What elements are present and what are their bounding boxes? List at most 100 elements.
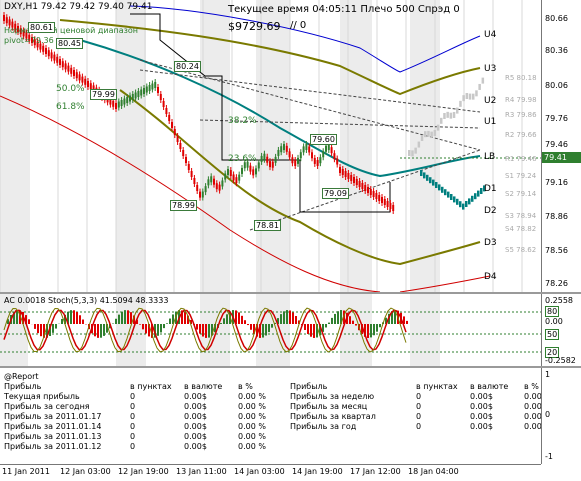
candle-body <box>135 93 137 99</box>
projection-candle <box>471 196 474 202</box>
projection-candle <box>411 150 414 156</box>
price-label: 79.99 <box>90 89 117 100</box>
candle-body <box>213 179 215 185</box>
projection-candle <box>443 113 446 119</box>
fib-level: 23.6% <box>228 154 257 164</box>
candle-body <box>314 158 316 164</box>
projection-candle <box>440 118 443 124</box>
candle-body <box>378 195 380 201</box>
report-title: @Report <box>4 372 39 381</box>
candle-body <box>216 183 218 189</box>
projection-candle <box>478 84 481 90</box>
candle-body <box>384 199 386 205</box>
report-tick-label: 1 <box>545 370 550 379</box>
pivot-level-label: D3 <box>484 238 497 248</box>
pivot-level-label: U1 <box>484 117 496 127</box>
candle-body <box>286 146 288 152</box>
session-band <box>200 0 230 292</box>
candle-body <box>331 147 333 153</box>
candle-body <box>123 99 125 105</box>
candle-body <box>356 179 358 185</box>
projection-candle <box>427 131 430 137</box>
ac-bar <box>40 324 42 336</box>
time-tick-label: 12 Jan 03:00 <box>60 467 111 476</box>
candle-body <box>129 96 131 102</box>
candle-body <box>392 205 394 211</box>
candle-body <box>146 87 148 93</box>
report-scale[interactable]: 1 0 -1 <box>541 368 581 464</box>
projection-candle <box>421 135 424 141</box>
session-band <box>410 294 440 366</box>
ac-bar <box>379 324 381 327</box>
projection-candle <box>424 131 427 137</box>
candle-body <box>3 15 5 21</box>
report-cell-cur: 0.00$ <box>184 432 207 442</box>
candle-body <box>339 167 341 173</box>
report-cell-cur: 0.00$ <box>184 442 207 452</box>
candle-body <box>185 157 187 163</box>
fib-level: 50.0% <box>56 84 85 94</box>
ac-bar <box>73 310 75 324</box>
candle-body <box>45 48 47 54</box>
candle-body <box>193 178 195 184</box>
pivot-label: pivot=79.36 <box>4 36 54 45</box>
price-tick-label: 79.76 <box>545 114 568 123</box>
ac-bar <box>139 324 141 325</box>
report-cell-pct: 0.00 % <box>524 402 541 412</box>
candle-body <box>233 174 235 180</box>
time-axis[interactable]: 11 Jan 2011 12 Jan 03:00 12 Jan 19:00 13… <box>0 464 541 481</box>
candle-body <box>140 90 142 96</box>
ac-bar <box>250 324 252 330</box>
candle-body <box>353 177 355 183</box>
price-label: 78.81 <box>254 220 281 231</box>
candle-body <box>219 185 221 191</box>
ac-bar <box>373 324 375 335</box>
candle-body <box>112 101 114 107</box>
ac-bar <box>145 324 147 333</box>
report-cell-label: Прибыль за месяц <box>290 402 367 412</box>
ac-bar <box>52 324 54 333</box>
candle-body <box>294 160 296 166</box>
price-chart-pane[interactable]: DXY,H1 79.42 79.42 79.40 79.41 Текущее в… <box>0 0 541 292</box>
report-cell-label: Прибыль за квартал <box>290 412 376 422</box>
candle-body <box>227 169 229 175</box>
session-band <box>256 294 290 366</box>
indicator-scale[interactable]: 0.2558 80 0.00 50 20 -0.2582 <box>541 294 581 366</box>
projection-candle <box>444 189 447 195</box>
price-tick-label: 78.56 <box>545 246 568 255</box>
report-cell-label: Прибыль за 2011.01.13 <box>4 432 101 442</box>
candle-body <box>325 146 327 152</box>
report-cell-cur: в валюте <box>470 382 508 392</box>
projection-candle <box>438 184 441 190</box>
indicator-pane[interactable]: AC 0.0018 Stoch(5,3,3) 41.5094 48.3333 <box>0 294 541 366</box>
candle-body <box>163 101 165 107</box>
price-tick-label: 78.86 <box>545 212 568 221</box>
candle-body <box>266 157 268 163</box>
ac-bar <box>115 319 117 324</box>
ac-bar <box>325 324 327 327</box>
pivot-level-label: U4 <box>484 30 496 40</box>
report-cell-pct: 0.00 % <box>238 442 266 452</box>
session-band <box>116 0 146 292</box>
projection-candle <box>420 170 423 176</box>
report-cell-pts: 0 <box>130 432 135 442</box>
ac-bar <box>265 324 267 336</box>
price-scale[interactable]: 80.66 80.36 80.06 79.76 79.46 79.16 78.8… <box>541 0 581 292</box>
ac-bar <box>370 324 372 337</box>
rs-level: R4 79.98 <box>505 96 537 104</box>
price-label: 80.45 <box>56 38 83 49</box>
candle-body <box>118 102 120 108</box>
candle-body <box>79 74 81 80</box>
candle-body <box>359 181 361 187</box>
candle-body <box>361 183 363 189</box>
candle-body <box>67 66 69 72</box>
report-cell-pct: 0.00 % <box>524 412 541 422</box>
candle-body <box>261 156 263 162</box>
candle-body <box>65 63 67 69</box>
candle-body <box>48 50 50 56</box>
candle-body <box>272 162 274 168</box>
candle-body <box>62 61 64 67</box>
